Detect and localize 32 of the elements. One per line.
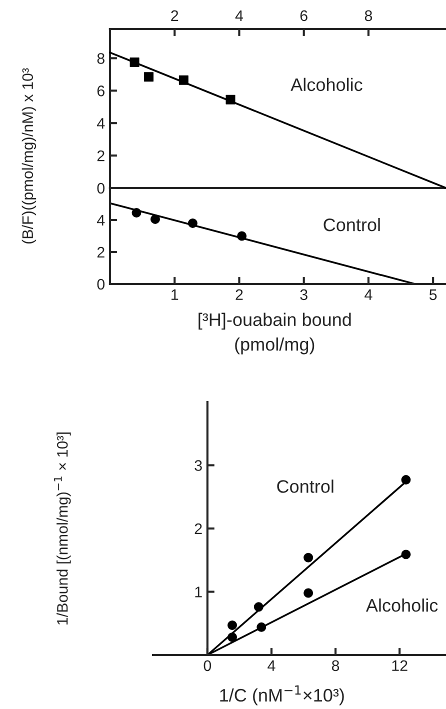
x2-tick-label: 4 xyxy=(235,10,244,21)
x-tick-label: 5 xyxy=(429,289,437,300)
x-axis-title: [³H]-ouabain bound (pmol/mg) xyxy=(198,312,351,354)
y-tick-label: 1 xyxy=(195,586,202,598)
x-tick-label: 2 xyxy=(236,289,243,300)
x-tick-label: 4 xyxy=(364,289,372,300)
y-tick-label: 4 xyxy=(96,118,105,129)
y-tick-label: 2 xyxy=(194,523,202,534)
y-tick-label: 6 xyxy=(97,86,104,96)
x-tick-label: 3 xyxy=(300,289,308,300)
annotation: Control xyxy=(277,480,334,493)
x-tick-label: 0 xyxy=(204,660,212,672)
x-tick-label: 12 xyxy=(392,660,408,671)
y-tick-label: 0 xyxy=(97,278,105,290)
y-axis-title: 1/Bound [(nmol/mg)$^{−1}$ × 10³] xyxy=(54,432,71,624)
x-tick-label: 8 xyxy=(332,660,340,672)
annotation: Alcoholic xyxy=(290,78,362,92)
x2-tick-label: 8 xyxy=(364,10,372,22)
y-tick-label: 0 xyxy=(97,182,105,194)
y-tick-label: 3 xyxy=(194,460,202,471)
y-tick-label: 4 xyxy=(96,215,105,226)
x2-tick-label: 6 xyxy=(300,10,308,22)
x-tick-label: 4 xyxy=(268,660,276,671)
y-tick-label: 8 xyxy=(97,53,104,64)
x-axis-title: 1/C (nM$^{−1}$×10³) xyxy=(220,685,344,706)
x2-tick-label: 2 xyxy=(171,10,178,21)
annotation: Alcoholic xyxy=(366,598,438,612)
annotation: Control xyxy=(324,218,380,232)
y-tick-label: 2 xyxy=(97,150,104,162)
y-tick-label: 2 xyxy=(97,246,104,258)
x-tick-label: 1 xyxy=(172,289,178,300)
y-axis-title: (B/F)((pmol/mg)/nM) x 10³ xyxy=(22,68,36,244)
